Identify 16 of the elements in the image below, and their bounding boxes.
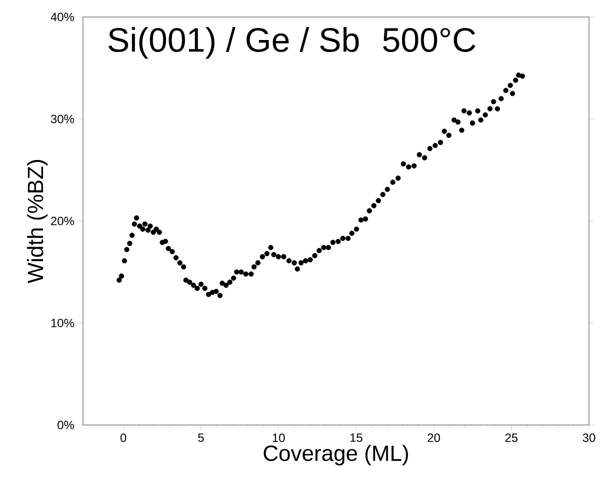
x-axis-title: Coverage (ML) <box>264 444 408 466</box>
x-tick-label: 15 <box>350 434 362 442</box>
y-tick-label: 10% <box>51 318 74 328</box>
y-tick-label: 40% <box>50 12 74 22</box>
y-axis-title: Width (%BZ) <box>27 160 48 284</box>
chart-subtitle: 500°C <box>383 28 476 52</box>
y-tick-label: 30% <box>50 114 74 124</box>
x-tick-label: 0 <box>120 434 126 442</box>
x-tick-label: 10 <box>272 434 285 442</box>
chart-title: Si(001) / Ge / Sb <box>108 27 359 59</box>
x-tick-label: 25 <box>505 434 518 442</box>
x-tick-label: 30 <box>582 434 596 442</box>
y-tick-label: 20% <box>51 216 74 226</box>
x-tick-label: 5 <box>198 434 204 442</box>
y-tick-label: 0% <box>58 420 74 430</box>
x-tick-label: 20 <box>428 434 440 442</box>
